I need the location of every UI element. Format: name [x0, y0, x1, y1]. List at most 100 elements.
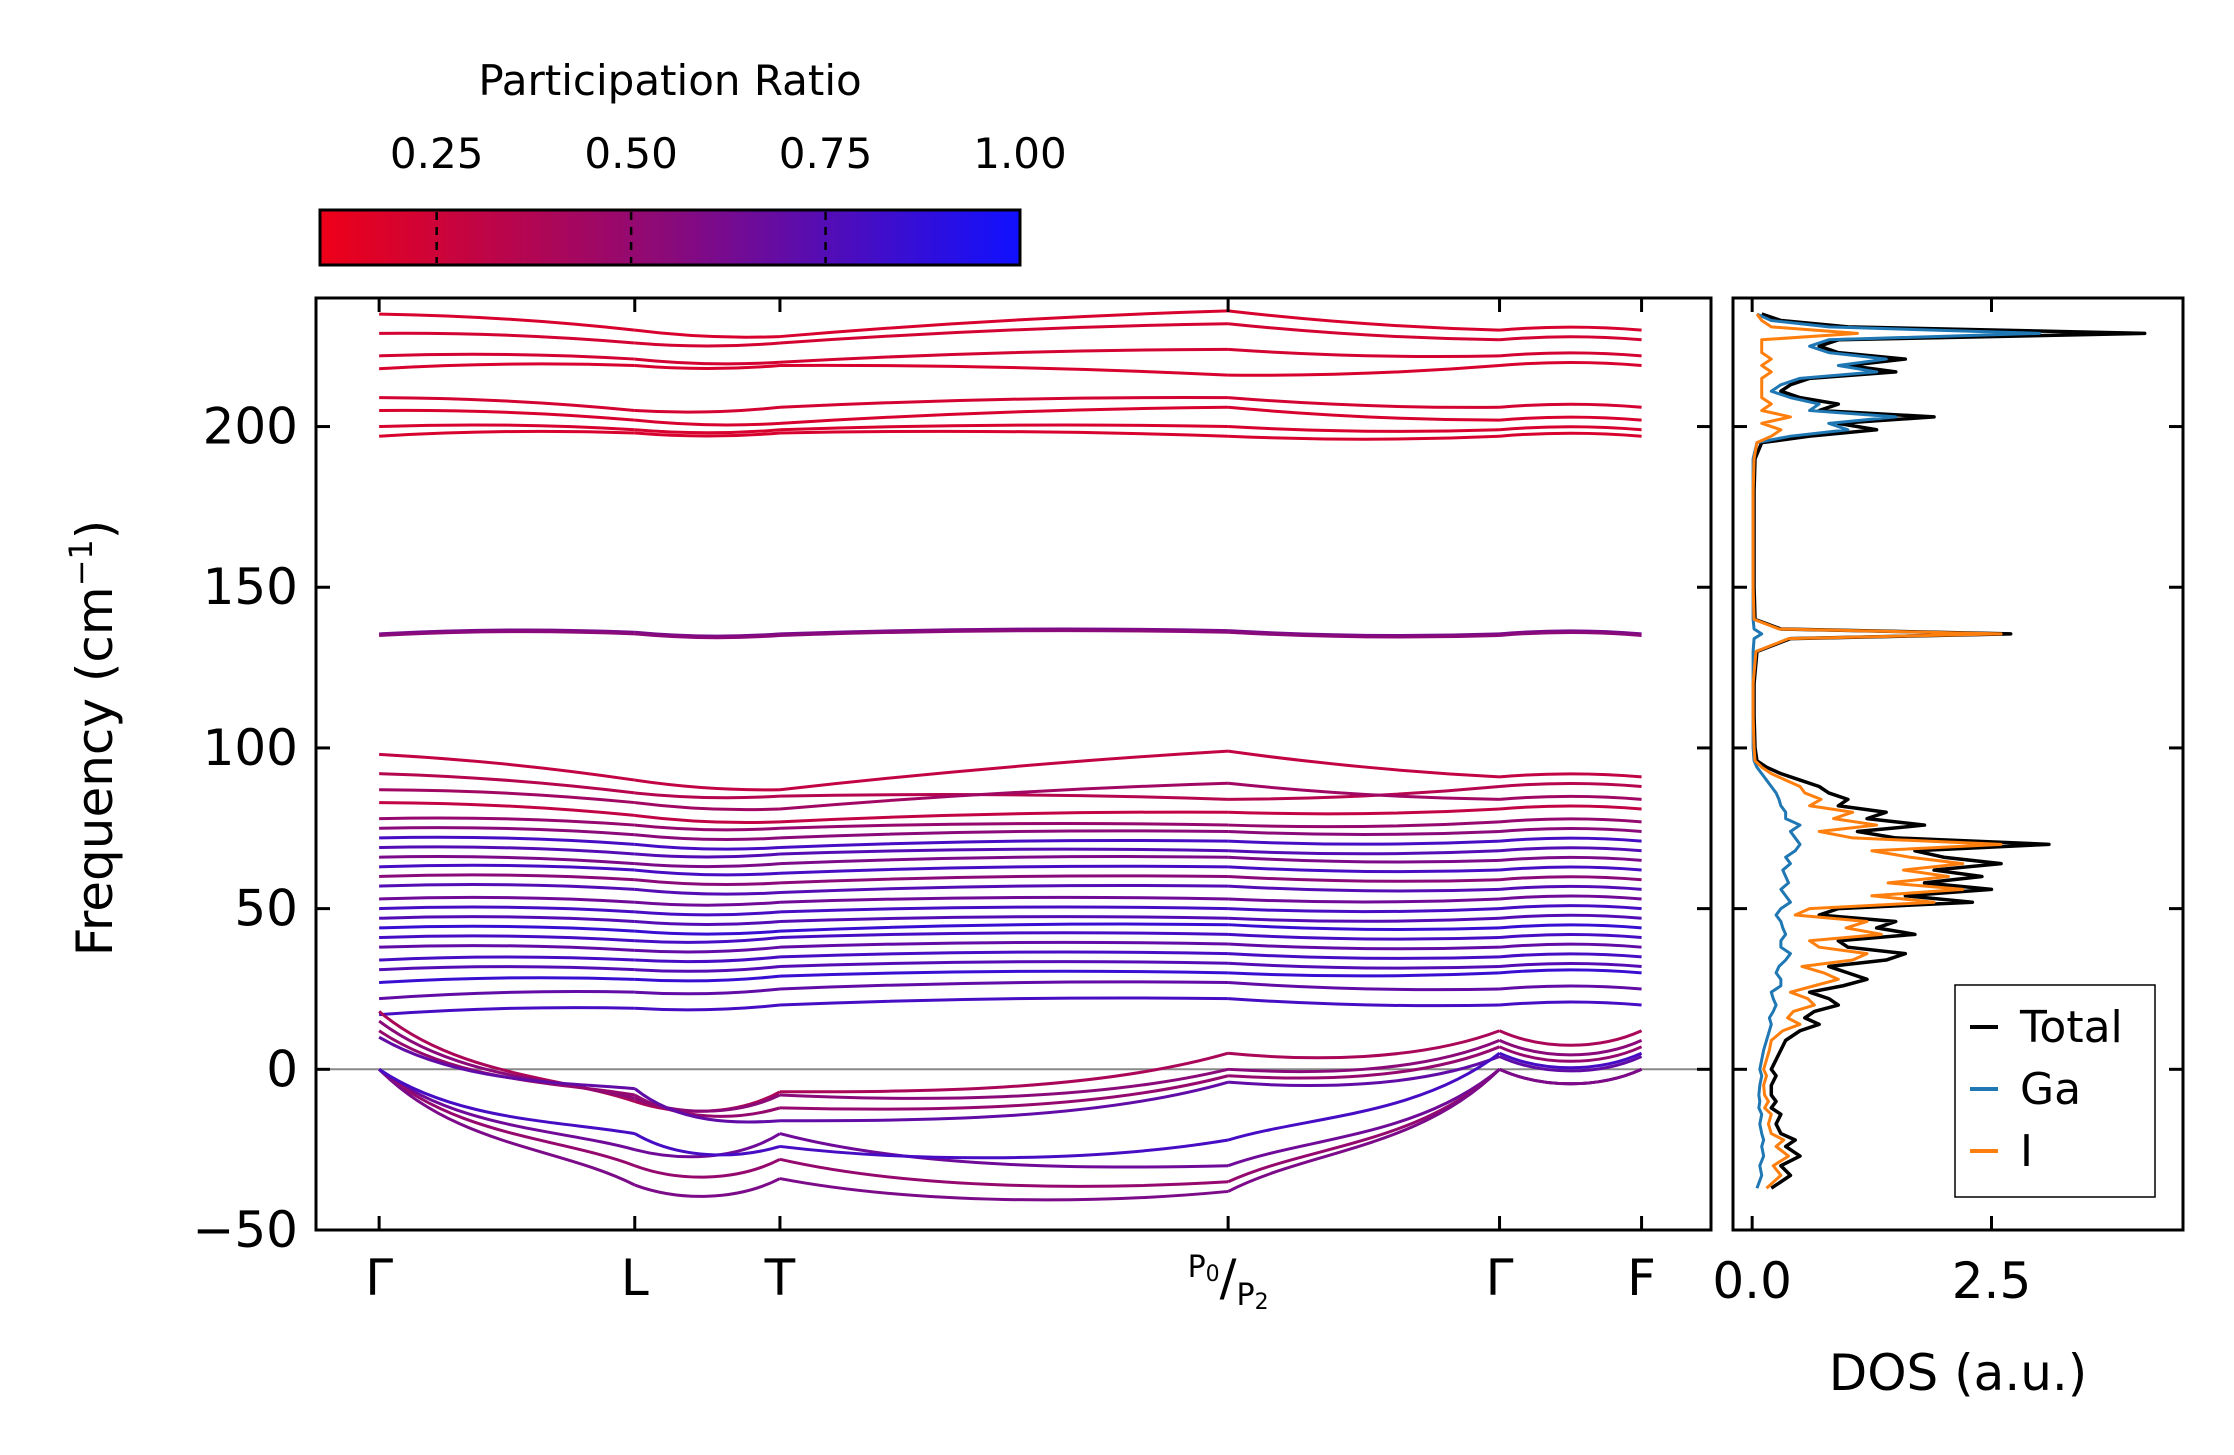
band-line	[634, 632, 781, 640]
band-line	[379, 924, 635, 933]
band-line	[1227, 1052, 1501, 1142]
colorbar-gradient	[318, 208, 1022, 267]
band-line	[634, 1132, 781, 1157]
band-line	[634, 868, 781, 877]
band-line	[779, 895, 1229, 904]
colorbar-tick-label: 0.25	[390, 129, 484, 178]
band-line	[1228, 347, 1500, 358]
band-line	[779, 1132, 1229, 1169]
dos-x-tick-label: 2.5	[1952, 1252, 2032, 1310]
kpoint-label-part: P	[1237, 1278, 1255, 1313]
band-line	[634, 945, 781, 954]
band-line	[1499, 431, 1642, 438]
kpoint-label-part: P	[1188, 1250, 1206, 1285]
kpoint-label-sep: /	[1220, 1249, 1237, 1307]
band-line	[779, 629, 1229, 637]
band-line	[379, 895, 635, 904]
band-line	[634, 1003, 781, 1012]
band-line	[1499, 794, 1642, 801]
band-line	[1498, 1045, 1643, 1063]
band-line	[378, 1068, 636, 1152]
band-line	[1499, 804, 1642, 811]
y-label-end: )	[66, 520, 124, 540]
kpoint-label: Γ	[1486, 1249, 1514, 1307]
band-line	[379, 362, 635, 371]
band-line	[779, 969, 1229, 978]
band-line	[634, 801, 781, 812]
legend-entries: Total Ga I	[1970, 1002, 2123, 1177]
band-line	[779, 322, 1229, 345]
band-line	[634, 428, 781, 435]
band-line	[1499, 855, 1642, 862]
band-line	[1227, 1068, 1501, 1193]
band-line	[779, 423, 1229, 432]
y-label-sup: −1	[62, 539, 100, 586]
band-line	[1228, 923, 1500, 932]
band-line	[379, 772, 635, 795]
band-line	[1499, 351, 1642, 358]
colorbar-tick-label: 0.75	[779, 129, 873, 178]
band-line	[634, 936, 781, 944]
band-line	[1228, 932, 1500, 941]
band-lines	[378, 309, 1643, 1202]
band-line	[1499, 984, 1642, 991]
band-line	[379, 873, 635, 882]
band-y-tick-label: 100	[203, 719, 298, 777]
band-line	[779, 874, 1229, 885]
band-line	[779, 915, 1229, 923]
band-line	[1499, 904, 1642, 911]
dos-panel: 0.0 2.5 DOS (a.u.) Total Ga I	[1712, 296, 2185, 1402]
kpoint-label: Γ	[365, 1249, 393, 1307]
band-line	[634, 791, 781, 800]
band-line	[634, 842, 781, 851]
band-line	[779, 309, 1229, 339]
band-line	[779, 1067, 1229, 1100]
kpoint-label: T	[764, 1249, 796, 1307]
band-line	[1227, 1068, 1501, 1168]
band-line	[634, 852, 781, 859]
band-line	[379, 408, 635, 422]
band-line	[779, 347, 1229, 364]
band-line	[1499, 846, 1642, 853]
band-line	[379, 628, 635, 636]
band-line	[633, 1087, 781, 1124]
band-line	[779, 749, 1229, 792]
band-y-axis-label: Frequency (cm−1)	[62, 520, 124, 957]
band-line	[379, 826, 635, 837]
band-line	[634, 418, 781, 427]
band-line	[1498, 1051, 1643, 1070]
band-line	[779, 793, 1229, 801]
band-line	[1228, 363, 1500, 377]
legend-label-ga: Ga	[2020, 1064, 2081, 1115]
band-y-ticks: −50 0 50 100 150 200	[192, 398, 1711, 1259]
band-line	[1499, 942, 1642, 949]
band-line	[1227, 405, 1500, 422]
band-line	[1227, 781, 1500, 801]
band-line	[1499, 325, 1642, 332]
band-line	[779, 429, 1229, 438]
band-line	[779, 922, 1229, 933]
band-line	[634, 910, 781, 917]
band-line	[779, 1080, 1229, 1123]
dos-x-axis-label: DOS (a.u.)	[1829, 1344, 2088, 1402]
kpoint-label-sub: 2	[1255, 1290, 1269, 1315]
band-axes-frame	[314, 296, 1713, 1232]
band-line	[634, 964, 781, 973]
band-line	[779, 627, 1229, 636]
band-y-tick-label: 150	[203, 558, 298, 616]
band-line	[379, 312, 635, 332]
band-line	[379, 905, 635, 914]
band-line	[779, 1138, 1229, 1160]
band-line	[634, 341, 781, 348]
band-line	[634, 357, 781, 366]
band-line	[779, 810, 1229, 824]
band-line	[634, 887, 781, 896]
band-line	[379, 990, 635, 1001]
band-line	[1499, 402, 1642, 409]
band-line	[1228, 981, 1500, 992]
band-line	[379, 934, 635, 943]
band-line	[1499, 968, 1642, 975]
band-line	[1228, 942, 1500, 951]
band-line	[1498, 1029, 1643, 1047]
